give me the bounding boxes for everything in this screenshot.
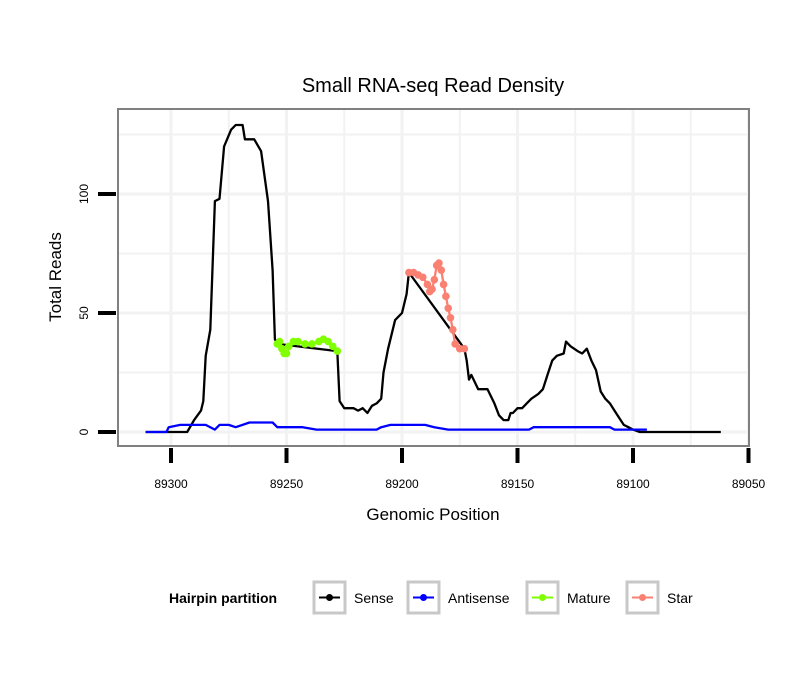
star-point: [446, 313, 455, 322]
star-point: [449, 325, 457, 334]
chart-title: Small RNA-seq Read Density: [302, 75, 564, 97]
mature-point: [328, 342, 337, 351]
legend-key-point: [420, 594, 427, 601]
legend-key-point: [326, 594, 333, 601]
sense-line: [145, 123, 721, 434]
star-point: [423, 280, 432, 289]
legend-label: Sense: [354, 590, 394, 606]
series-layer: [145, 123, 721, 434]
legend-key-point: [539, 594, 546, 601]
star-point: [444, 304, 453, 313]
mature-point: [301, 340, 309, 348]
legend: Hairpin partition Sense Antisense Mature St…: [169, 580, 693, 615]
mature-point: [324, 337, 332, 346]
legend-label: Mature: [567, 590, 611, 606]
mature-point: [294, 337, 302, 346]
star-point: [442, 292, 450, 301]
legend-key-point: [639, 594, 646, 601]
mature-point: [282, 349, 291, 358]
legend-item-mature: Mature: [525, 580, 611, 615]
x-tick-label: 89250: [270, 477, 304, 491]
series-star: [405, 259, 469, 353]
mature-point: [333, 347, 342, 355]
x-tick-label: 89200: [385, 477, 419, 491]
y-tick-label: 50: [77, 306, 91, 320]
x-axis-label: Genomic Position: [366, 505, 499, 524]
star-point: [435, 259, 443, 267]
series-sense: [145, 123, 721, 434]
antisense-line: [145, 421, 647, 434]
legend-label: Antisense: [448, 590, 510, 606]
x-tick-label: 89150: [501, 477, 535, 491]
series-antisense: [145, 421, 647, 434]
legend-label: Star: [667, 590, 693, 606]
y-tick-label: 0: [77, 428, 91, 435]
x-axis-ticks: 89300 89250 89200 89150 89100 89050: [154, 448, 766, 491]
mature-point: [275, 337, 284, 346]
star-point: [430, 275, 439, 284]
star-point: [439, 280, 448, 289]
x-tick-label: 89300: [154, 477, 188, 491]
star-point: [428, 285, 436, 294]
series-mature: [273, 335, 342, 358]
panel-border: [117, 108, 750, 447]
star-point: [451, 340, 459, 348]
mature-point: [308, 340, 316, 348]
x-tick-label: 89100: [616, 477, 650, 491]
mature-point: [285, 342, 293, 351]
legend-item-star: Star: [625, 580, 693, 615]
y-axis-label: Total Reads: [46, 232, 65, 322]
y-axis-ticks: 0 50 100: [77, 184, 116, 435]
star-point: [437, 266, 446, 274]
legend-item-sense: Sense: [312, 580, 394, 615]
x-tick-label: 89050: [732, 477, 766, 491]
y-tick-label: 100: [77, 184, 91, 204]
star-point: [418, 273, 427, 282]
legend-title: Hairpin partition: [169, 590, 277, 606]
star-point: [460, 344, 469, 353]
legend-item-antisense: Antisense: [406, 580, 510, 615]
